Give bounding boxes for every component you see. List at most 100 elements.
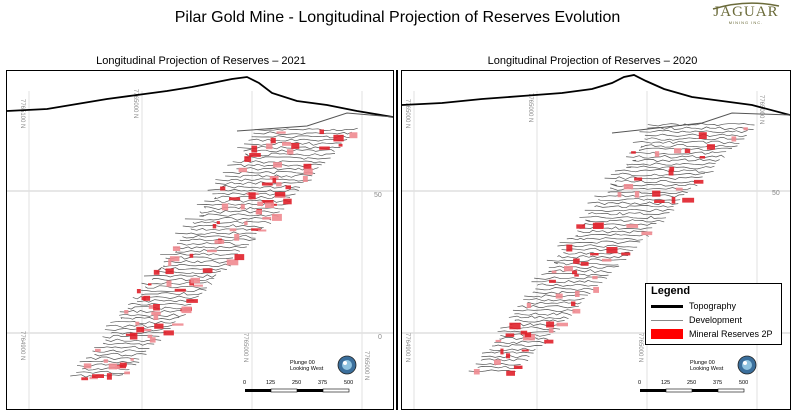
development-drift bbox=[566, 237, 643, 241]
reserve-block bbox=[274, 191, 286, 197]
reserve-block bbox=[148, 283, 152, 286]
reserve-block bbox=[566, 244, 573, 252]
reserve-block bbox=[509, 322, 521, 330]
reserve-block bbox=[172, 246, 181, 251]
reserve-block bbox=[574, 274, 579, 277]
reserve-block bbox=[563, 265, 573, 272]
reserve-block bbox=[286, 149, 294, 155]
development-drift bbox=[557, 254, 629, 259]
reserve-block bbox=[258, 229, 267, 232]
reserve-block bbox=[302, 176, 308, 182]
reserve-block bbox=[149, 337, 156, 343]
panel-2021: 7765100 N 7765000 N 7764900 N 7765000 N … bbox=[6, 70, 394, 410]
scale-tick: 250 bbox=[292, 380, 301, 386]
reserve-block bbox=[273, 162, 282, 168]
reserve-block bbox=[706, 144, 715, 150]
reserve-block bbox=[654, 199, 665, 203]
orientation-text: Plunge 00 Looking West bbox=[690, 360, 724, 372]
development-drift bbox=[143, 274, 217, 278]
scale-tick: 500 bbox=[344, 380, 353, 386]
reserve-block bbox=[216, 221, 220, 225]
development-drift bbox=[182, 234, 256, 239]
reserve-block bbox=[571, 301, 576, 306]
development-network bbox=[468, 112, 790, 373]
reserve-block bbox=[221, 203, 229, 211]
mineral-reserves bbox=[81, 129, 358, 381]
reserve-block bbox=[151, 311, 161, 316]
reserve-block bbox=[153, 304, 160, 311]
development-drift bbox=[175, 249, 240, 253]
reserve-block bbox=[154, 323, 164, 329]
development-drift bbox=[584, 208, 675, 213]
development-drift bbox=[76, 370, 130, 375]
development-drift bbox=[614, 169, 714, 173]
development-drift bbox=[481, 355, 530, 359]
reserve-block bbox=[526, 302, 532, 308]
development-drift bbox=[598, 197, 681, 201]
reserve-block bbox=[172, 323, 184, 326]
development-drift bbox=[253, 131, 352, 135]
development-drift bbox=[532, 290, 591, 295]
reserve-block bbox=[494, 359, 501, 365]
development-drift bbox=[492, 344, 543, 347]
access-ramp bbox=[236, 112, 393, 132]
topography-swatch-icon bbox=[651, 304, 683, 308]
reserve-block bbox=[549, 279, 556, 283]
topography-line bbox=[7, 76, 393, 118]
development-drift bbox=[244, 156, 331, 160]
development-drift bbox=[541, 273, 609, 277]
scale-tick: 0 bbox=[638, 380, 641, 386]
development-drift bbox=[119, 313, 186, 317]
panel-divider bbox=[396, 70, 398, 410]
development-drift bbox=[120, 317, 180, 321]
reserve-block bbox=[291, 142, 300, 149]
elevation-label: 0 bbox=[378, 334, 382, 341]
legend-item-development: Development bbox=[651, 314, 742, 326]
reserve-block bbox=[303, 168, 313, 175]
orientation-text: Plunge 00 Looking West bbox=[290, 360, 324, 372]
reserve-block bbox=[592, 222, 604, 229]
reserve-block bbox=[163, 330, 174, 336]
development-drift bbox=[559, 240, 641, 244]
projection-2020-map: 7765000 N 7765000 N 7764900 N 7765000 N … bbox=[402, 74, 790, 409]
grid-label: 7765100 N bbox=[19, 99, 25, 128]
reserve-block bbox=[272, 177, 277, 184]
development-drift bbox=[499, 337, 549, 341]
development-drift bbox=[546, 258, 627, 262]
reserve-block bbox=[573, 258, 580, 264]
reserve-block bbox=[693, 179, 704, 184]
reserve-block bbox=[124, 371, 130, 375]
development-drift bbox=[199, 213, 279, 217]
reserve-block bbox=[506, 370, 515, 376]
development-drift bbox=[535, 287, 595, 291]
development-drift bbox=[632, 158, 720, 163]
projection-2021-map: 7765100 N 7765000 N 7764900 N 7765000 N … bbox=[7, 76, 393, 409]
development-drift bbox=[215, 181, 304, 185]
reserve-block bbox=[270, 137, 276, 144]
reserve-block bbox=[124, 310, 129, 314]
development-drift bbox=[512, 309, 575, 312]
reserve-block bbox=[674, 148, 682, 154]
development-drift bbox=[248, 138, 348, 142]
reserve-block bbox=[285, 185, 291, 190]
reserve-block bbox=[165, 268, 174, 275]
development-drift bbox=[629, 151, 727, 155]
scale-bar: 0 125 250 375 500 bbox=[243, 380, 353, 393]
development-network bbox=[70, 112, 393, 378]
development-drift bbox=[531, 280, 603, 284]
development-drift bbox=[508, 315, 569, 320]
jaguar-logo: JAGUAR MINING INC. bbox=[705, 2, 787, 25]
development-drift bbox=[614, 179, 700, 184]
development-drift bbox=[577, 229, 653, 234]
reserve-block bbox=[349, 132, 358, 139]
reserve-block bbox=[266, 143, 273, 150]
reserve-block bbox=[631, 151, 636, 154]
reserves-swatch-icon bbox=[651, 329, 683, 339]
development-drift bbox=[163, 263, 231, 268]
development-drift bbox=[207, 188, 299, 193]
reserve-block bbox=[153, 313, 159, 320]
development-drift bbox=[638, 147, 733, 151]
reserve-block bbox=[106, 373, 112, 380]
development-drift bbox=[632, 140, 740, 145]
reserve-block bbox=[580, 261, 589, 266]
